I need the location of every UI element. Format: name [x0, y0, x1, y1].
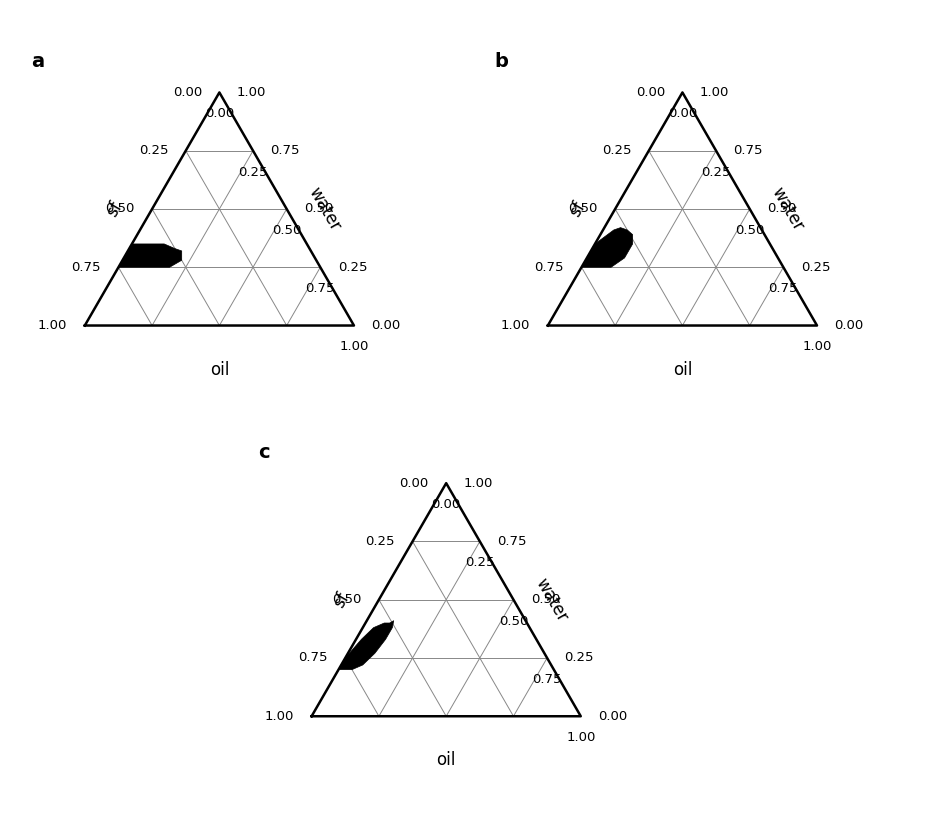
- Text: oil: oil: [436, 751, 455, 769]
- Text: 1.00: 1.00: [264, 710, 294, 723]
- Text: 0.00: 0.00: [635, 86, 665, 99]
- Text: 0.50: 0.50: [567, 203, 597, 216]
- Text: 1.00: 1.00: [38, 319, 67, 332]
- Polygon shape: [548, 228, 632, 326]
- Text: 0.00: 0.00: [205, 107, 234, 120]
- Text: 0.00: 0.00: [431, 498, 461, 511]
- Text: c: c: [258, 443, 269, 462]
- Text: 0.00: 0.00: [371, 319, 400, 332]
- Text: a: a: [31, 52, 44, 71]
- Text: 0.25: 0.25: [139, 144, 168, 157]
- Text: 0.25: 0.25: [365, 535, 395, 548]
- Polygon shape: [312, 621, 394, 716]
- Text: 0.50: 0.50: [734, 224, 764, 237]
- Text: sf: sf: [103, 198, 126, 220]
- Text: 0.50: 0.50: [498, 615, 528, 628]
- Text: 0.25: 0.25: [800, 260, 830, 274]
- Polygon shape: [85, 244, 181, 326]
- Text: 0.25: 0.25: [601, 144, 631, 157]
- Text: b: b: [494, 52, 507, 71]
- Text: 0.50: 0.50: [272, 224, 301, 237]
- Text: 1.00: 1.00: [237, 86, 266, 99]
- Text: 1.00: 1.00: [339, 340, 368, 353]
- Text: 0.25: 0.25: [238, 165, 267, 178]
- Text: 0.75: 0.75: [497, 535, 526, 548]
- Text: 0.75: 0.75: [305, 282, 335, 295]
- Text: 0.50: 0.50: [331, 593, 361, 606]
- Text: oil: oil: [210, 361, 228, 379]
- Text: 0.00: 0.00: [399, 477, 429, 490]
- Text: 0.50: 0.50: [531, 593, 560, 606]
- Text: 0.50: 0.50: [767, 203, 796, 216]
- Text: 1.00: 1.00: [565, 731, 595, 744]
- Text: 1.00: 1.00: [500, 319, 530, 332]
- Text: 0.75: 0.75: [733, 144, 762, 157]
- Text: 0.00: 0.00: [667, 107, 697, 120]
- Text: water: water: [767, 184, 806, 234]
- Text: 1.00: 1.00: [801, 340, 831, 353]
- Text: 0.00: 0.00: [598, 710, 627, 723]
- Text: 0.00: 0.00: [834, 319, 863, 332]
- Text: 0.25: 0.25: [464, 556, 494, 569]
- Text: 0.25: 0.25: [337, 260, 367, 274]
- Text: sf: sf: [565, 198, 588, 220]
- Text: 0.50: 0.50: [105, 203, 134, 216]
- Text: 1.00: 1.00: [464, 477, 493, 490]
- Text: 0.75: 0.75: [270, 144, 299, 157]
- Text: 1.00: 1.00: [700, 86, 729, 99]
- Text: 0.00: 0.00: [173, 86, 202, 99]
- Text: 0.75: 0.75: [534, 260, 564, 274]
- Text: 0.75: 0.75: [298, 651, 328, 664]
- Text: oil: oil: [672, 361, 691, 379]
- Text: 0.75: 0.75: [531, 673, 562, 685]
- Text: 0.75: 0.75: [767, 282, 798, 295]
- Text: 0.25: 0.25: [564, 651, 594, 664]
- Text: water: water: [304, 184, 344, 234]
- Text: sf: sf: [329, 589, 352, 610]
- Text: 0.75: 0.75: [72, 260, 101, 274]
- Text: 0.25: 0.25: [700, 165, 730, 178]
- Text: 0.50: 0.50: [304, 203, 333, 216]
- Text: water: water: [531, 575, 570, 624]
